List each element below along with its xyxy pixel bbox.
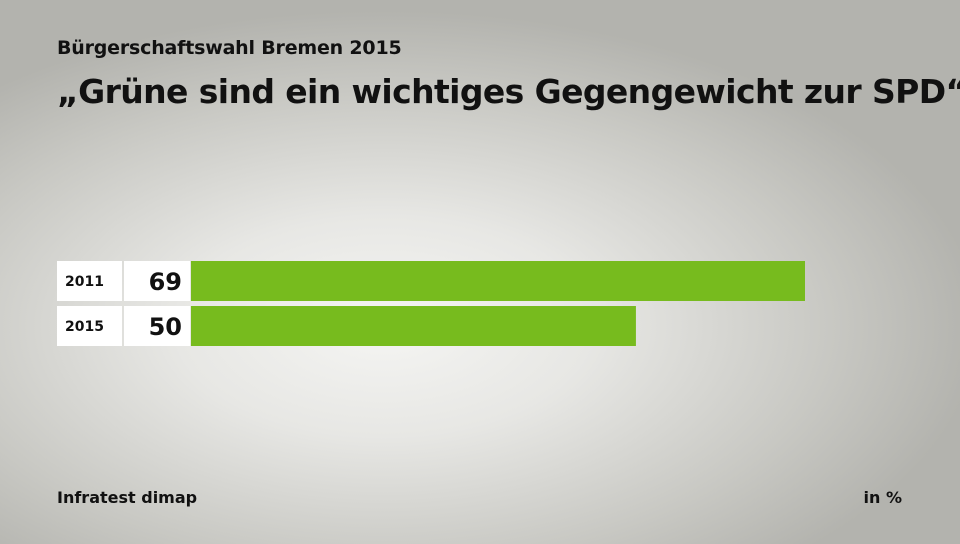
value-label-2011: 69 [149, 268, 182, 296]
chart-title: „Grüne sind ein wichtiges Gegengewicht z… [57, 72, 960, 111]
unit-label: in % [863, 488, 902, 507]
value-label-box [124, 261, 190, 301]
source-label: Infratest dimap [57, 488, 198, 507]
value-label-box [124, 306, 190, 346]
value-label-2015: 50 [149, 313, 182, 341]
chart-subtitle: Bürgerschaftswahl Bremen 2015 [57, 37, 402, 59]
year-label-box [57, 261, 122, 301]
category-label-2011: 2011 [65, 274, 104, 290]
bar-2011 [191, 261, 805, 301]
bar-2015 [191, 306, 636, 346]
year-label-box [57, 306, 122, 346]
category-label-2015: 2015 [65, 319, 104, 335]
